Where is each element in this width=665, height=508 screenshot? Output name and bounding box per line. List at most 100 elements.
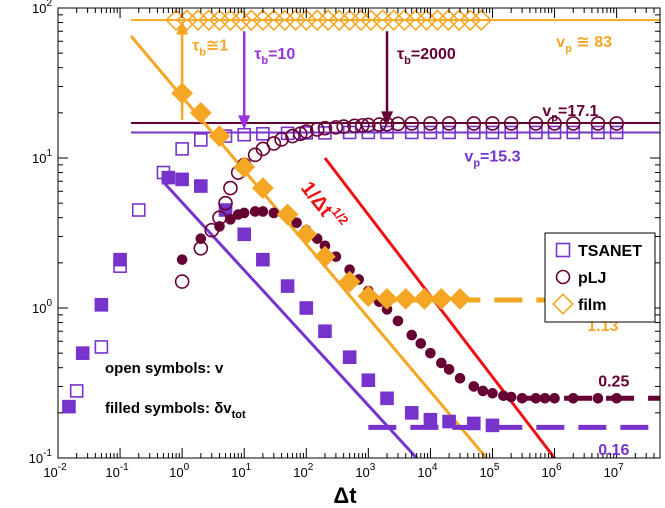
y-tick-label: 101 xyxy=(32,148,52,166)
plj-open-point xyxy=(285,128,300,144)
tsanet-open-point xyxy=(94,340,109,354)
reference-line xyxy=(129,35,488,458)
plj-open-point xyxy=(328,120,344,135)
y-tick-label: 102 xyxy=(32,0,52,16)
plj-filled-point xyxy=(611,393,622,404)
plj-open-point xyxy=(309,122,325,137)
legend-label: pLJ xyxy=(578,270,606,287)
film-filled-point xyxy=(338,270,361,293)
plj-filled-point xyxy=(406,329,418,341)
plj-open-point xyxy=(266,136,282,151)
plj-open-point xyxy=(292,126,308,142)
film-open-point xyxy=(198,9,220,32)
film-open-point xyxy=(448,9,470,32)
tsanet-filled-point xyxy=(361,373,376,388)
plj-open-point xyxy=(404,116,420,131)
tsanet-open-point xyxy=(318,126,332,140)
plj-open-point xyxy=(609,116,624,131)
tsanet-open-point xyxy=(442,125,456,140)
legend-label: TSANET xyxy=(578,243,642,260)
plj-filled-point xyxy=(530,393,542,404)
plj-open-point xyxy=(503,116,519,131)
data-points xyxy=(62,9,624,433)
x-tick-label: 104 xyxy=(417,462,437,480)
tsanet-filled-point xyxy=(94,298,109,312)
tsanet-filled-point xyxy=(318,324,332,339)
film-filled-point xyxy=(189,101,212,124)
plj-filled-point xyxy=(415,338,427,349)
film-open-point xyxy=(360,9,382,32)
tau-label: τb≅1 xyxy=(192,38,228,59)
film-open-point xyxy=(415,9,438,32)
film-open-point xyxy=(371,9,394,32)
film-filled-point xyxy=(252,177,274,199)
tsanet-open-point xyxy=(609,125,624,140)
annotation-label: vp=15.3 xyxy=(464,148,520,169)
tsanet-open-point xyxy=(256,126,270,141)
tsanet-filled-point xyxy=(342,350,357,364)
plj-filled-point xyxy=(592,393,604,404)
plj-filled-point xyxy=(443,364,455,375)
plj-filled-point xyxy=(468,381,480,392)
tsanet-filled-point xyxy=(256,252,270,267)
plj-filled-point xyxy=(505,391,517,403)
plj-open-point xyxy=(174,274,190,289)
film-open-point xyxy=(273,9,296,32)
plj-filled-point xyxy=(291,217,302,229)
tsanet-filled-point xyxy=(466,416,481,431)
annotation-label: vp ≅ 83 xyxy=(556,34,612,55)
x-tick-label: 102 xyxy=(293,462,313,480)
plj-open-point xyxy=(547,116,562,131)
film-open-point xyxy=(219,9,242,32)
film-open-point xyxy=(295,9,318,32)
film-open-point xyxy=(262,9,285,32)
film-filled-point xyxy=(357,285,380,308)
legend-box xyxy=(544,232,656,323)
film-open-point xyxy=(393,9,416,32)
plj-filled-point xyxy=(516,393,528,404)
x-tick-label: 10-1 xyxy=(105,462,129,480)
tsanet-filled-point xyxy=(485,418,500,433)
film-filled-point xyxy=(376,288,398,310)
tsanet-open-point xyxy=(380,125,394,140)
plj-filled-point xyxy=(214,221,225,232)
note-open-symbols: open symbols: v xyxy=(105,360,224,377)
tsanet-open-point xyxy=(566,125,581,140)
x-axis-title: Δt xyxy=(333,483,357,508)
tsanet-open-point xyxy=(423,125,438,140)
film-filled-point xyxy=(233,156,256,178)
film-open-point xyxy=(187,9,209,32)
y-tick-label: 10-1 xyxy=(29,448,53,466)
plj-open-point xyxy=(347,118,362,134)
plj-open-point xyxy=(298,124,314,139)
tsanet-filled-point xyxy=(237,227,252,242)
tau-label: τb=2000 xyxy=(397,46,456,67)
plj-open-point xyxy=(423,116,438,131)
plj-filled-point xyxy=(425,347,436,359)
plj-open-point xyxy=(466,116,482,131)
film-open-point xyxy=(306,9,329,32)
plj-open-point xyxy=(355,118,370,133)
tsanet-filled-point xyxy=(299,301,314,315)
film-open-point xyxy=(252,9,274,32)
tsanet-open-point xyxy=(69,384,84,398)
plj-open-point xyxy=(371,117,387,132)
plj-filled-point xyxy=(225,214,236,225)
film-open-point xyxy=(404,9,427,32)
film-open-point xyxy=(176,9,198,32)
legend-label: film xyxy=(578,297,606,314)
x-tick-label: 103 xyxy=(355,462,375,480)
film-open-point xyxy=(208,9,231,32)
tau-arrow: τb=2000 xyxy=(381,31,456,126)
tsanet-filled-point xyxy=(194,179,208,193)
film-open-point xyxy=(240,9,263,32)
tsanet-open-point xyxy=(237,127,252,142)
film-filled-point xyxy=(394,288,417,310)
plj-filled-point xyxy=(454,372,466,384)
tau-arrow: τb=10 xyxy=(238,31,295,130)
y-tick-label: 100 xyxy=(32,298,52,316)
tsanet-open-point xyxy=(131,203,146,217)
tsanet-filled-point xyxy=(161,170,176,185)
x-tick-label: 107 xyxy=(604,462,624,480)
